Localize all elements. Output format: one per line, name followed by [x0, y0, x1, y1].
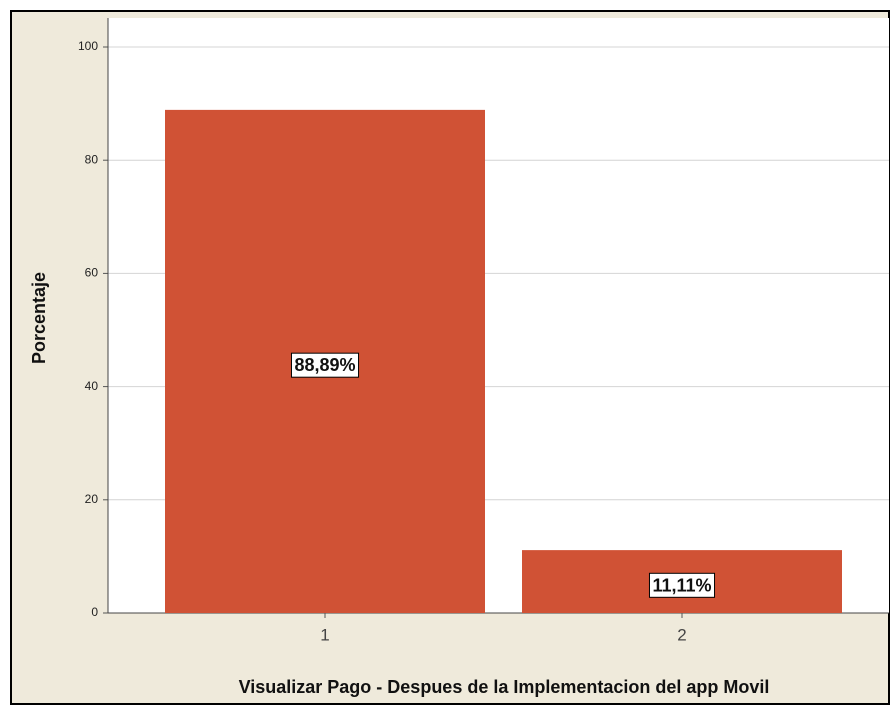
x-tick-label: 2: [677, 625, 686, 644]
value-label-box: [648, 572, 716, 598]
value-label-box: [290, 352, 360, 378]
y-axis-title: Porcentaje: [29, 272, 49, 364]
y-tick-label: 100: [78, 39, 98, 53]
x-tick-label: 1: [320, 625, 329, 644]
y-tick-label: 0: [91, 605, 98, 619]
value-label: 11,11%: [652, 575, 711, 595]
y-tick-label: 80: [85, 152, 99, 166]
value-label: 88,89%: [294, 355, 355, 375]
y-tick-label: 20: [85, 492, 99, 506]
x-axis-title: Visualizar Pago - Despues de la Implemen…: [239, 677, 770, 697]
y-tick-label: 60: [85, 266, 99, 280]
y-tick-label: 40: [85, 379, 99, 393]
